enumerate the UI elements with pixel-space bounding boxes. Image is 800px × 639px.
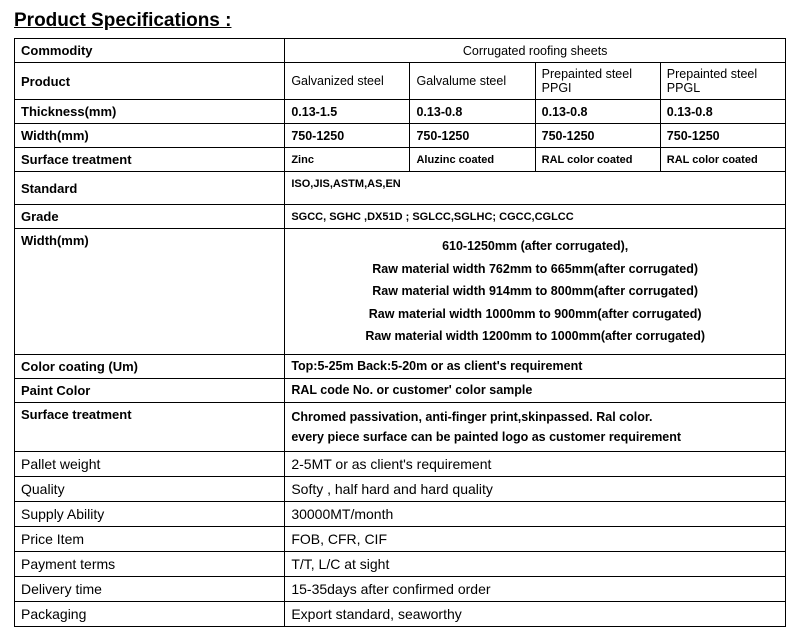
width-col-2: 750-1250 xyxy=(535,124,660,148)
label-width2: Width(mm) xyxy=(15,229,285,355)
label-standard: Standard xyxy=(15,172,285,205)
row-surface2: Surface treatment Chromed passivation, a… xyxy=(15,402,786,451)
row-commodity: Commodity Corrugated roofing sheets xyxy=(15,39,786,63)
value-width2: 610-1250mm (after corrugated), Raw mater… xyxy=(285,229,786,355)
value-surface2: Chromed passivation, anti-finger print,s… xyxy=(285,402,786,451)
row-pallet: Pallet weight 2-5MT or as client's requi… xyxy=(15,451,786,476)
value-packaging: Export standard, seaworthy xyxy=(285,601,786,626)
value-pallet: 2-5MT or as client's requirement xyxy=(285,451,786,476)
row-price: Price Item FOB, CFR, CIF xyxy=(15,526,786,551)
label-colorcoating: Color coating (Um) xyxy=(15,354,285,378)
row-supply: Supply Ability 30000MT/month xyxy=(15,501,786,526)
label-paintcolor: Paint Color xyxy=(15,378,285,402)
thickness-col-2: 0.13-0.8 xyxy=(535,100,660,124)
value-commodity: Corrugated roofing sheets xyxy=(285,39,786,63)
product-col-1: Galvalume steel xyxy=(410,63,535,100)
value-colorcoating: Top:5-25m Back:5-20m or as client's requ… xyxy=(285,354,786,378)
value-standard: ISO,JIS,ASTM,AS,EN xyxy=(285,172,786,205)
row-width2: Width(mm) 610-1250mm (after corrugated),… xyxy=(15,229,786,355)
product-col-2: Prepainted steel PPGI xyxy=(535,63,660,100)
label-quality: Quality xyxy=(15,476,285,501)
row-surface1: Surface treatment Zinc Aluzinc coated RA… xyxy=(15,148,786,172)
page-title: Product Specifications : xyxy=(14,10,786,32)
row-payment: Payment terms T/T, L/C at sight xyxy=(15,551,786,576)
row-colorcoating: Color coating (Um) Top:5-25m Back:5-20m … xyxy=(15,354,786,378)
label-supply: Supply Ability xyxy=(15,501,285,526)
label-thickness: Thickness(mm) xyxy=(15,100,285,124)
label-commodity: Commodity xyxy=(15,39,285,63)
width-col-3: 750-1250 xyxy=(660,124,785,148)
thickness-col-1: 0.13-0.8 xyxy=(410,100,535,124)
surface1-col-1: Aluzinc coated xyxy=(410,148,535,172)
value-payment: T/T, L/C at sight xyxy=(285,551,786,576)
row-product: Product Galvanized steel Galvalume steel… xyxy=(15,63,786,100)
value-delivery: 15-35days after confirmed order xyxy=(285,576,786,601)
label-surface2: Surface treatment xyxy=(15,402,285,451)
width-col-0: 750-1250 xyxy=(285,124,410,148)
row-delivery: Delivery time 15-35days after confirmed … xyxy=(15,576,786,601)
value-price: FOB, CFR, CIF xyxy=(285,526,786,551)
label-width: Width(mm) xyxy=(15,124,285,148)
row-paintcolor: Paint Color RAL code No. or customer' co… xyxy=(15,378,786,402)
row-width: Width(mm) 750-1250 750-1250 750-1250 750… xyxy=(15,124,786,148)
label-price: Price Item xyxy=(15,526,285,551)
label-grade: Grade xyxy=(15,205,285,229)
thickness-col-3: 0.13-0.8 xyxy=(660,100,785,124)
surface1-col-3: RAL color coated xyxy=(660,148,785,172)
thickness-col-0: 0.13-1.5 xyxy=(285,100,410,124)
value-grade: SGCC, SGHC ,DX51D ; SGLCC,SGLHC; CGCC,CG… xyxy=(285,205,786,229)
label-product: Product xyxy=(15,63,285,100)
row-thickness: Thickness(mm) 0.13-1.5 0.13-0.8 0.13-0.8… xyxy=(15,100,786,124)
value-quality: Softy , half hard and hard quality xyxy=(285,476,786,501)
spec-table: Commodity Corrugated roofing sheets Prod… xyxy=(14,38,786,627)
product-col-3: Prepainted steel PPGL xyxy=(660,63,785,100)
row-grade: Grade SGCC, SGHC ,DX51D ; SGLCC,SGLHC; C… xyxy=(15,205,786,229)
row-quality: Quality Softy , half hard and hard quali… xyxy=(15,476,786,501)
label-pallet: Pallet weight xyxy=(15,451,285,476)
label-payment: Payment terms xyxy=(15,551,285,576)
surface1-col-0: Zinc xyxy=(285,148,410,172)
surface1-col-2: RAL color coated xyxy=(535,148,660,172)
width-col-1: 750-1250 xyxy=(410,124,535,148)
product-col-0: Galvanized steel xyxy=(285,63,410,100)
label-packaging: Packaging xyxy=(15,601,285,626)
label-surface1: Surface treatment xyxy=(15,148,285,172)
row-packaging: Packaging Export standard, seaworthy xyxy=(15,601,786,626)
label-delivery: Delivery time xyxy=(15,576,285,601)
value-supply: 30000MT/month xyxy=(285,501,786,526)
value-paintcolor: RAL code No. or customer' color sample xyxy=(285,378,786,402)
row-standard: Standard ISO,JIS,ASTM,AS,EN xyxy=(15,172,786,205)
